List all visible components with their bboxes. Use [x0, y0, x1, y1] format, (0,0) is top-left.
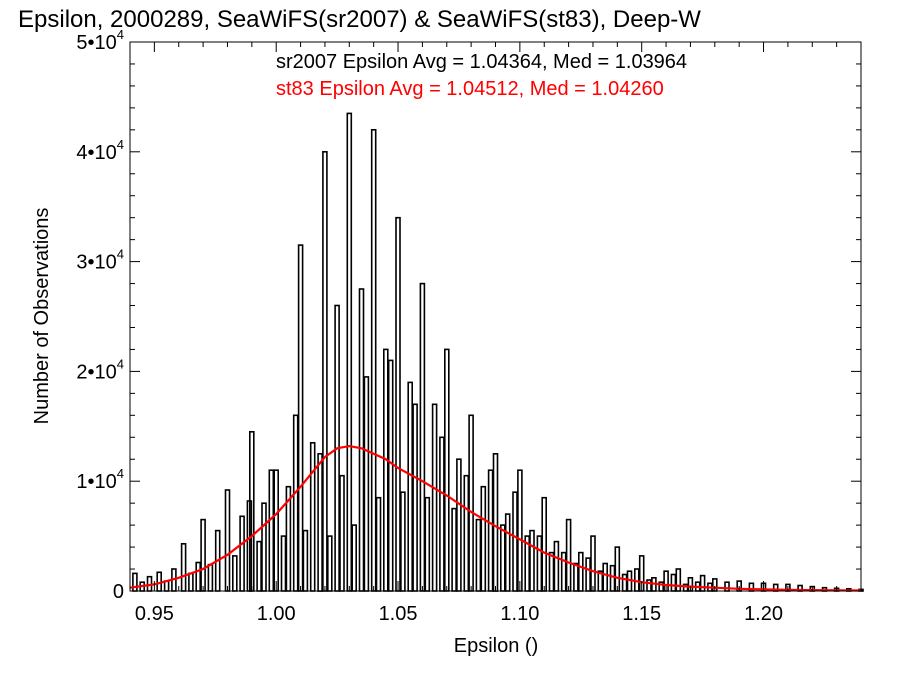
x-tick-label: 1.05 — [379, 603, 418, 625]
y-tick-label: 4•104 — [76, 137, 124, 164]
x-tick-label: 1.20 — [744, 603, 783, 625]
y-tick-label: 1•104 — [76, 466, 124, 493]
x-axis: 0.95 1.00 1.05 1.10 1.15 1.20 — [129, 42, 862, 625]
curve-st83 — [129, 444, 862, 592]
x-axis-label: Epsilon () — [454, 635, 538, 657]
y-tick-label: 5•104 — [76, 27, 124, 54]
y-axis: 0 1•104 2•104 3•104 4•104 5•104 — [76, 27, 861, 603]
y-axis-label: Number of Observations — [31, 208, 53, 425]
x-tick-label: 1.00 — [257, 603, 296, 625]
y-tick-label: 0 — [113, 581, 124, 603]
y-tick-label: 3•104 — [76, 247, 124, 274]
x-tick-label: 1.15 — [622, 603, 661, 625]
annotation-st83: st83 Epsilon Avg = 1.04512, Med = 1.0426… — [276, 78, 664, 100]
y-tick-label: 2•104 — [76, 356, 124, 383]
x-tick-label: 0.95 — [135, 603, 174, 625]
chart-title: Epsilon, 2000289, SeaWiFS(sr2007) & SeaW… — [18, 6, 701, 33]
annotation-sr2007: sr2007 Epsilon Avg = 1.04364, Med = 1.03… — [276, 51, 687, 73]
x-tick-label: 1.10 — [500, 603, 539, 625]
